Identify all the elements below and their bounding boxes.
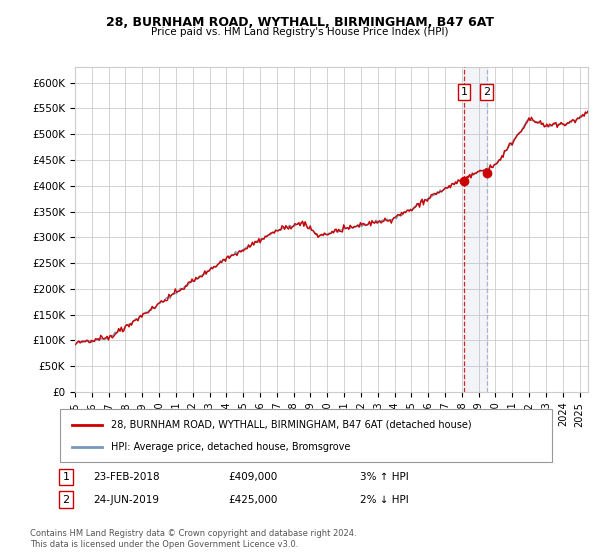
Text: Price paid vs. HM Land Registry's House Price Index (HPI): Price paid vs. HM Land Registry's House … xyxy=(151,27,449,37)
Bar xyxy=(464,67,487,392)
Text: 3% ↑ HPI: 3% ↑ HPI xyxy=(360,472,409,482)
Text: 1: 1 xyxy=(460,87,467,97)
Text: 1: 1 xyxy=(62,472,70,482)
Text: 2: 2 xyxy=(62,494,70,505)
Text: 23-FEB-2018: 23-FEB-2018 xyxy=(93,472,160,482)
Text: 2% ↓ HPI: 2% ↓ HPI xyxy=(360,494,409,505)
Text: 2: 2 xyxy=(483,87,490,97)
Text: 24-JUN-2019: 24-JUN-2019 xyxy=(93,494,159,505)
Text: Contains HM Land Registry data © Crown copyright and database right 2024.
This d: Contains HM Land Registry data © Crown c… xyxy=(30,529,356,549)
Text: £425,000: £425,000 xyxy=(228,494,277,505)
Text: £409,000: £409,000 xyxy=(228,472,277,482)
Text: 28, BURNHAM ROAD, WYTHALL, BIRMINGHAM, B47 6AT: 28, BURNHAM ROAD, WYTHALL, BIRMINGHAM, B… xyxy=(106,16,494,29)
Text: HPI: Average price, detached house, Bromsgrove: HPI: Average price, detached house, Brom… xyxy=(111,442,350,452)
Text: 28, BURNHAM ROAD, WYTHALL, BIRMINGHAM, B47 6AT (detached house): 28, BURNHAM ROAD, WYTHALL, BIRMINGHAM, B… xyxy=(111,420,472,430)
